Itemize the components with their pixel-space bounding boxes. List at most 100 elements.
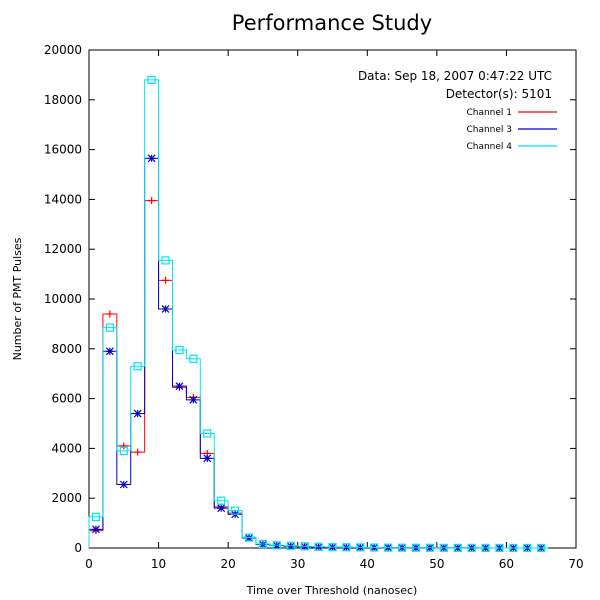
- series-step-line: [88, 200, 549, 549]
- data-point-square: [384, 543, 393, 552]
- data-point-square: [425, 543, 434, 552]
- data-point-star: [133, 409, 142, 418]
- axis-ticks: [88, 49, 577, 549]
- legend-item: Channel 1: [466, 108, 557, 118]
- star-d2: [203, 454, 212, 463]
- y-tick-label: 8000: [51, 342, 82, 356]
- y-axis-label: Number of PMT Pulses: [11, 237, 24, 360]
- data-point-square: [119, 446, 128, 455]
- data-point-star: [189, 395, 198, 404]
- star-d2: [133, 409, 142, 418]
- data-point-square: [105, 323, 114, 332]
- x-tick-label: 20: [221, 557, 236, 571]
- series-step-line: [88, 157, 549, 549]
- x-tick-label: 10: [151, 557, 166, 571]
- data-point-square: [314, 542, 323, 551]
- legend-label: Channel 3: [466, 125, 512, 135]
- data-point-plus: [162, 276, 170, 284]
- data-point-square: [453, 543, 462, 552]
- data-point-square: [495, 543, 504, 553]
- data-point-plus: [120, 442, 128, 450]
- x-tick-label: 50: [429, 557, 444, 571]
- star-d2: [92, 525, 100, 534]
- data-point-square: [161, 256, 170, 265]
- annotation-detector: Detector(s): 5101: [446, 87, 552, 101]
- star-d2: [189, 395, 198, 404]
- data-point-star: [119, 480, 128, 489]
- data-point-square: [370, 543, 379, 552]
- data-point-star: [105, 347, 114, 356]
- x-tick-label: 30: [290, 557, 305, 571]
- data-point-plus: [148, 197, 156, 205]
- data-point-square: [272, 541, 281, 550]
- x-tick-label: 70: [568, 557, 583, 571]
- x-tick-label: 60: [499, 557, 514, 571]
- series-channel-1: [88, 197, 549, 552]
- data-point-square: [411, 543, 421, 552]
- series-channel-3: [88, 154, 549, 552]
- star-d2: [119, 480, 128, 489]
- data-point-square: [258, 539, 268, 549]
- data-point-star: [217, 504, 226, 513]
- star-d2: [175, 382, 184, 391]
- data-point-square: [342, 543, 351, 552]
- y-tick-label: 6000: [51, 392, 82, 406]
- data-point-square: [91, 512, 101, 521]
- data-point-square: [147, 75, 156, 84]
- chart-title: Performance Study: [232, 11, 432, 35]
- data-point-square: [217, 496, 226, 505]
- data-point-square: [523, 543, 532, 553]
- x-axis-label: Time over Threshold (nanosec): [246, 584, 418, 597]
- data-point-square: [537, 543, 546, 553]
- data-point-square: [244, 533, 254, 542]
- x-tick-label: 40: [360, 557, 375, 571]
- data-point-square: [189, 354, 198, 363]
- data-point-square: [175, 345, 184, 355]
- series-step-line: [88, 79, 549, 549]
- legend-item: Channel 3: [466, 125, 557, 135]
- data-point-square: [133, 362, 142, 371]
- data-point-star: [161, 305, 170, 313]
- data-point-star: [203, 454, 212, 463]
- star-d2: [217, 504, 226, 513]
- data-point-star: [147, 154, 156, 163]
- legend-label: Channel 1: [466, 108, 512, 118]
- data-point-square: [203, 429, 212, 438]
- data-point-square: [356, 543, 365, 552]
- y-tick-label: 2000: [51, 491, 82, 505]
- series-channel-4: [88, 75, 549, 553]
- data-point-square: [509, 543, 518, 553]
- data-point-star: [175, 382, 184, 391]
- y-tick-label: 20000: [44, 43, 82, 57]
- data-point-square: [467, 543, 476, 553]
- legend: Channel 1 Channel 3 Channel 4: [466, 108, 557, 152]
- x-tick-label: 0: [85, 557, 93, 571]
- y-tick-label: 10000: [44, 292, 82, 306]
- y-tick-label: 18000: [44, 93, 82, 107]
- legend-item: Channel 4: [466, 142, 557, 152]
- star-d2: [147, 154, 156, 163]
- y-tick-labels: 0 2000 4000 6000 8000 10000 12000 14000 16000 180…: [44, 43, 82, 555]
- x-tick-labels: 0 10 20 30 40 50 60 70: [85, 557, 583, 571]
- y-tick-label: 16000: [44, 143, 82, 157]
- data-point-square: [481, 543, 490, 553]
- series-layer: [88, 75, 549, 553]
- star-d2: [105, 347, 114, 356]
- data-point-square: [300, 542, 309, 551]
- annotation-date: Data: Sep 18, 2007 0:47:22 UTC: [358, 69, 552, 83]
- data-point-square: [231, 506, 240, 515]
- data-point-star: [92, 525, 100, 534]
- data-point-square: [439, 543, 448, 552]
- y-tick-label: 4000: [51, 441, 82, 455]
- data-point-plus: [106, 310, 114, 318]
- y-tick-label: 14000: [44, 192, 82, 206]
- y-tick-label: 12000: [44, 242, 82, 256]
- y-tick-label: 0: [74, 541, 82, 555]
- legend-label: Channel 4: [466, 142, 512, 152]
- star-d2: [161, 305, 170, 313]
- data-point-plus: [134, 448, 142, 456]
- data-point-square: [397, 543, 407, 552]
- data-point-square: [286, 541, 295, 550]
- data-point-square: [328, 543, 337, 552]
